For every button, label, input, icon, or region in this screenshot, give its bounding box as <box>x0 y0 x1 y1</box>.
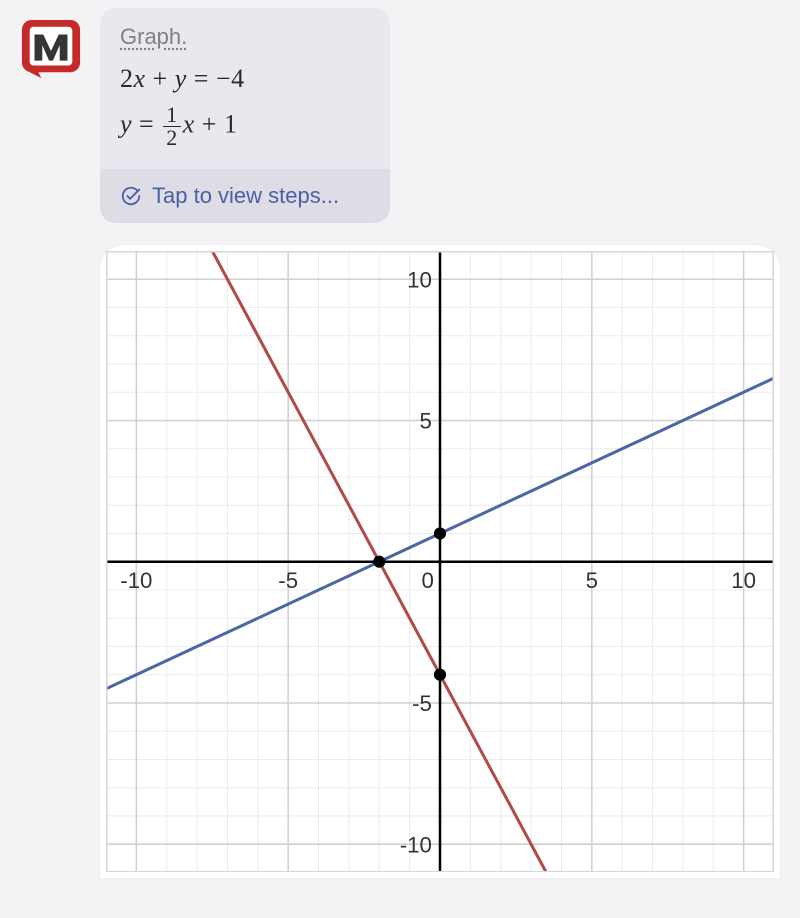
eq2-plus: + <box>195 109 224 138</box>
eq1-eq: = <box>187 64 216 93</box>
y-tick-label: 10 <box>407 267 432 292</box>
equation-2: y = 12x + 1 <box>120 104 370 149</box>
content-column: Graph. 2x + y = −4 y = 12x + 1 Tap to vi… <box>100 8 800 918</box>
steps-label: Tap to view steps... <box>152 183 339 209</box>
y-tick-label: -10 <box>400 832 432 857</box>
eq2-num: 1 <box>163 104 181 127</box>
logo-column <box>0 8 100 918</box>
equation-1: 2x + y = −4 <box>120 64 370 94</box>
x-tick-label: 10 <box>731 568 756 593</box>
x-tick-label: -5 <box>278 568 298 593</box>
intersection-point <box>373 556 385 568</box>
eq1-x: x <box>134 64 146 93</box>
eq1-plus: + <box>146 64 175 93</box>
eq2-y: y <box>120 109 132 138</box>
eq2-den: 2 <box>163 127 181 149</box>
tap-to-view-steps-button[interactable]: Tap to view steps... <box>100 169 390 223</box>
mathway-logo-icon <box>20 18 82 80</box>
check-circle-icon <box>120 185 142 207</box>
x-tick-label: -10 <box>120 568 152 593</box>
app-root: Graph. 2x + y = −4 y = 12x + 1 Tap to vi… <box>0 0 800 918</box>
graph-plot[interactable]: -10 -5 0 5 10 -10 -5 5 10 <box>106 251 774 872</box>
eq2-x: x <box>183 109 195 138</box>
eq2-eq: = <box>132 109 161 138</box>
eq2-const: 1 <box>224 109 238 138</box>
eq1-coef: 2 <box>120 64 134 93</box>
y-tick-label: 5 <box>420 409 432 434</box>
eq1-rhs: −4 <box>216 64 245 93</box>
eq2-fraction: 12 <box>163 104 181 149</box>
y-tick-label: -5 <box>412 691 432 716</box>
x-tick-label: 0 <box>422 568 434 593</box>
eq1-y: y <box>175 64 187 93</box>
intersection-point <box>434 669 446 681</box>
intersection-point <box>434 527 446 539</box>
problem-card: Graph. 2x + y = −4 y = 12x + 1 <box>100 8 390 169</box>
problem-heading: Graph. <box>120 24 370 50</box>
chart-container: -10 -5 0 5 10 -10 -5 5 10 <box>100 245 780 878</box>
x-tick-label: 5 <box>586 568 598 593</box>
